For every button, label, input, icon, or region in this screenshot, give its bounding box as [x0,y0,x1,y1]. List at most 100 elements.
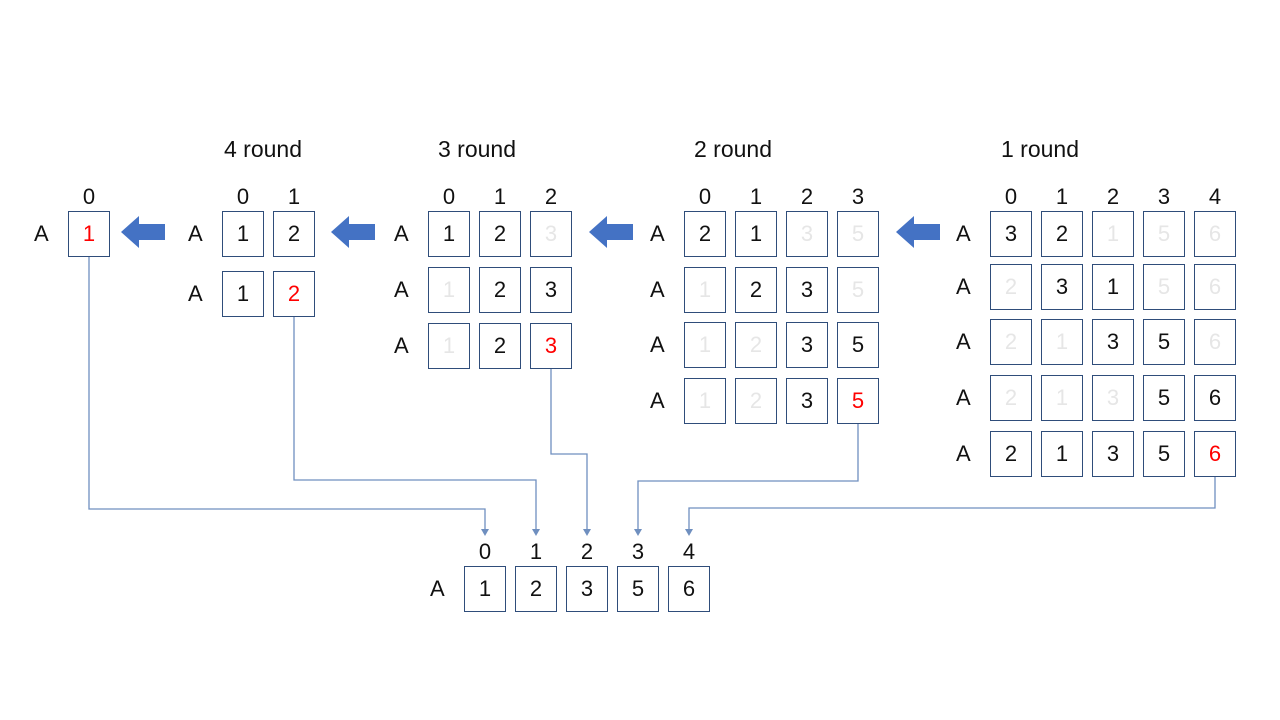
array-cell: 3 [1092,375,1134,421]
row-label: A [956,221,971,246]
connector-r3 [550,369,588,530]
array-cell: 1 [1041,431,1083,477]
array-cell: 2 [273,211,315,257]
column-index: 0 [698,184,712,209]
column-index: 0 [236,184,250,209]
column-index: 3 [631,539,645,564]
result-cell: 1 [464,566,506,612]
connector-r2 [637,424,859,530]
array-cell: 3 [1092,431,1134,477]
arrow-r1-to-r2 [896,216,940,248]
array-cell: 2 [684,211,726,257]
array-cell: 5 [837,211,879,257]
array-cell: 2 [479,323,521,369]
connector-arrowhead [685,529,693,536]
row-label: A [650,388,665,413]
column-index: 0 [1004,184,1018,209]
stage-title: 3 round [438,136,517,162]
row-label: A [430,576,445,601]
array-cell: 6 [1194,264,1236,310]
array-cell: 3 [786,267,828,313]
column-index: 1 [529,539,543,564]
array-cell: 5 [837,267,879,313]
column-index: 1 [493,184,507,209]
column-index: 2 [800,184,814,209]
row-label: A [650,332,665,357]
column-index: 1 [287,184,301,209]
column-index: 2 [580,539,594,564]
row-label: A [956,385,971,410]
column-index: 2 [544,184,558,209]
array-cell: 1 [1041,375,1083,421]
array-cell: 1 [428,211,470,257]
array-cell-selected: 5 [837,378,879,424]
array-cell-selected: 6 [1194,431,1236,477]
array-cell: 1 [222,271,264,317]
arrow-r3-to-r4 [331,216,375,248]
column-index: 0 [82,184,96,209]
array-cell: 2 [479,211,521,257]
stage-title: 4 round [224,136,303,162]
array-cell-selected: 3 [530,323,572,369]
array-cell: 6 [1194,211,1236,257]
array-cell: 1 [428,267,470,313]
array-cell: 3 [1041,264,1083,310]
array-cell: 6 [1194,319,1236,365]
array-cell: 2 [1041,211,1083,257]
array-cell: 2 [735,378,777,424]
array-cell: 3 [786,211,828,257]
row-label: A [956,441,971,466]
connector-arrowhead [532,529,540,536]
array-cell: 1 [1092,211,1134,257]
row-label: A [956,274,971,299]
array-cell: 5 [1143,431,1185,477]
row-label: A [188,221,203,246]
array-cell: 2 [735,322,777,368]
array-cell: 1 [428,323,470,369]
array-cell: 1 [1092,264,1134,310]
row-label: A [650,277,665,302]
array-cell: 1 [684,322,726,368]
array-cell: 1 [684,378,726,424]
row-label: A [394,221,409,246]
arrow-r4-to-r0 [121,216,165,248]
array-cell: 1 [735,211,777,257]
result-cell: 5 [617,566,659,612]
array-cell: 3 [1092,319,1134,365]
row-label: A [394,277,409,302]
array-cell: 5 [1143,264,1185,310]
array-cell: 1 [1041,319,1083,365]
array-cell: 1 [222,211,264,257]
result-cell: 6 [668,566,710,612]
column-index: 2 [1106,184,1120,209]
array-cell-selected: 1 [68,211,110,257]
connector-r1 [688,477,1216,530]
column-index: 4 [1208,184,1222,209]
array-cell: 2 [479,267,521,313]
array-cell: 3 [530,211,572,257]
array-cell: 2 [735,267,777,313]
array-cell: 2 [990,375,1032,421]
connector-arrowhead [634,529,642,536]
stage-title: 2 round [694,136,773,162]
column-index: 1 [1055,184,1069,209]
column-index: 0 [442,184,456,209]
column-index: 4 [682,539,696,564]
array-cell: 5 [837,322,879,368]
row-label: A [34,221,49,246]
row-label: A [956,329,971,354]
arrow-r2-to-r3 [589,216,633,248]
stage-title: 1 round [1001,136,1080,162]
connector-arrowhead [583,529,591,536]
column-index: 0 [478,539,492,564]
array-cell: 6 [1194,375,1236,421]
row-label: A [188,281,203,306]
array-cell-selected: 2 [273,271,315,317]
column-index: 3 [1157,184,1171,209]
array-cell: 3 [990,211,1032,257]
result-cell: 3 [566,566,608,612]
column-index: 1 [749,184,763,209]
connector-r4 [293,317,537,530]
array-cell: 5 [1143,211,1185,257]
